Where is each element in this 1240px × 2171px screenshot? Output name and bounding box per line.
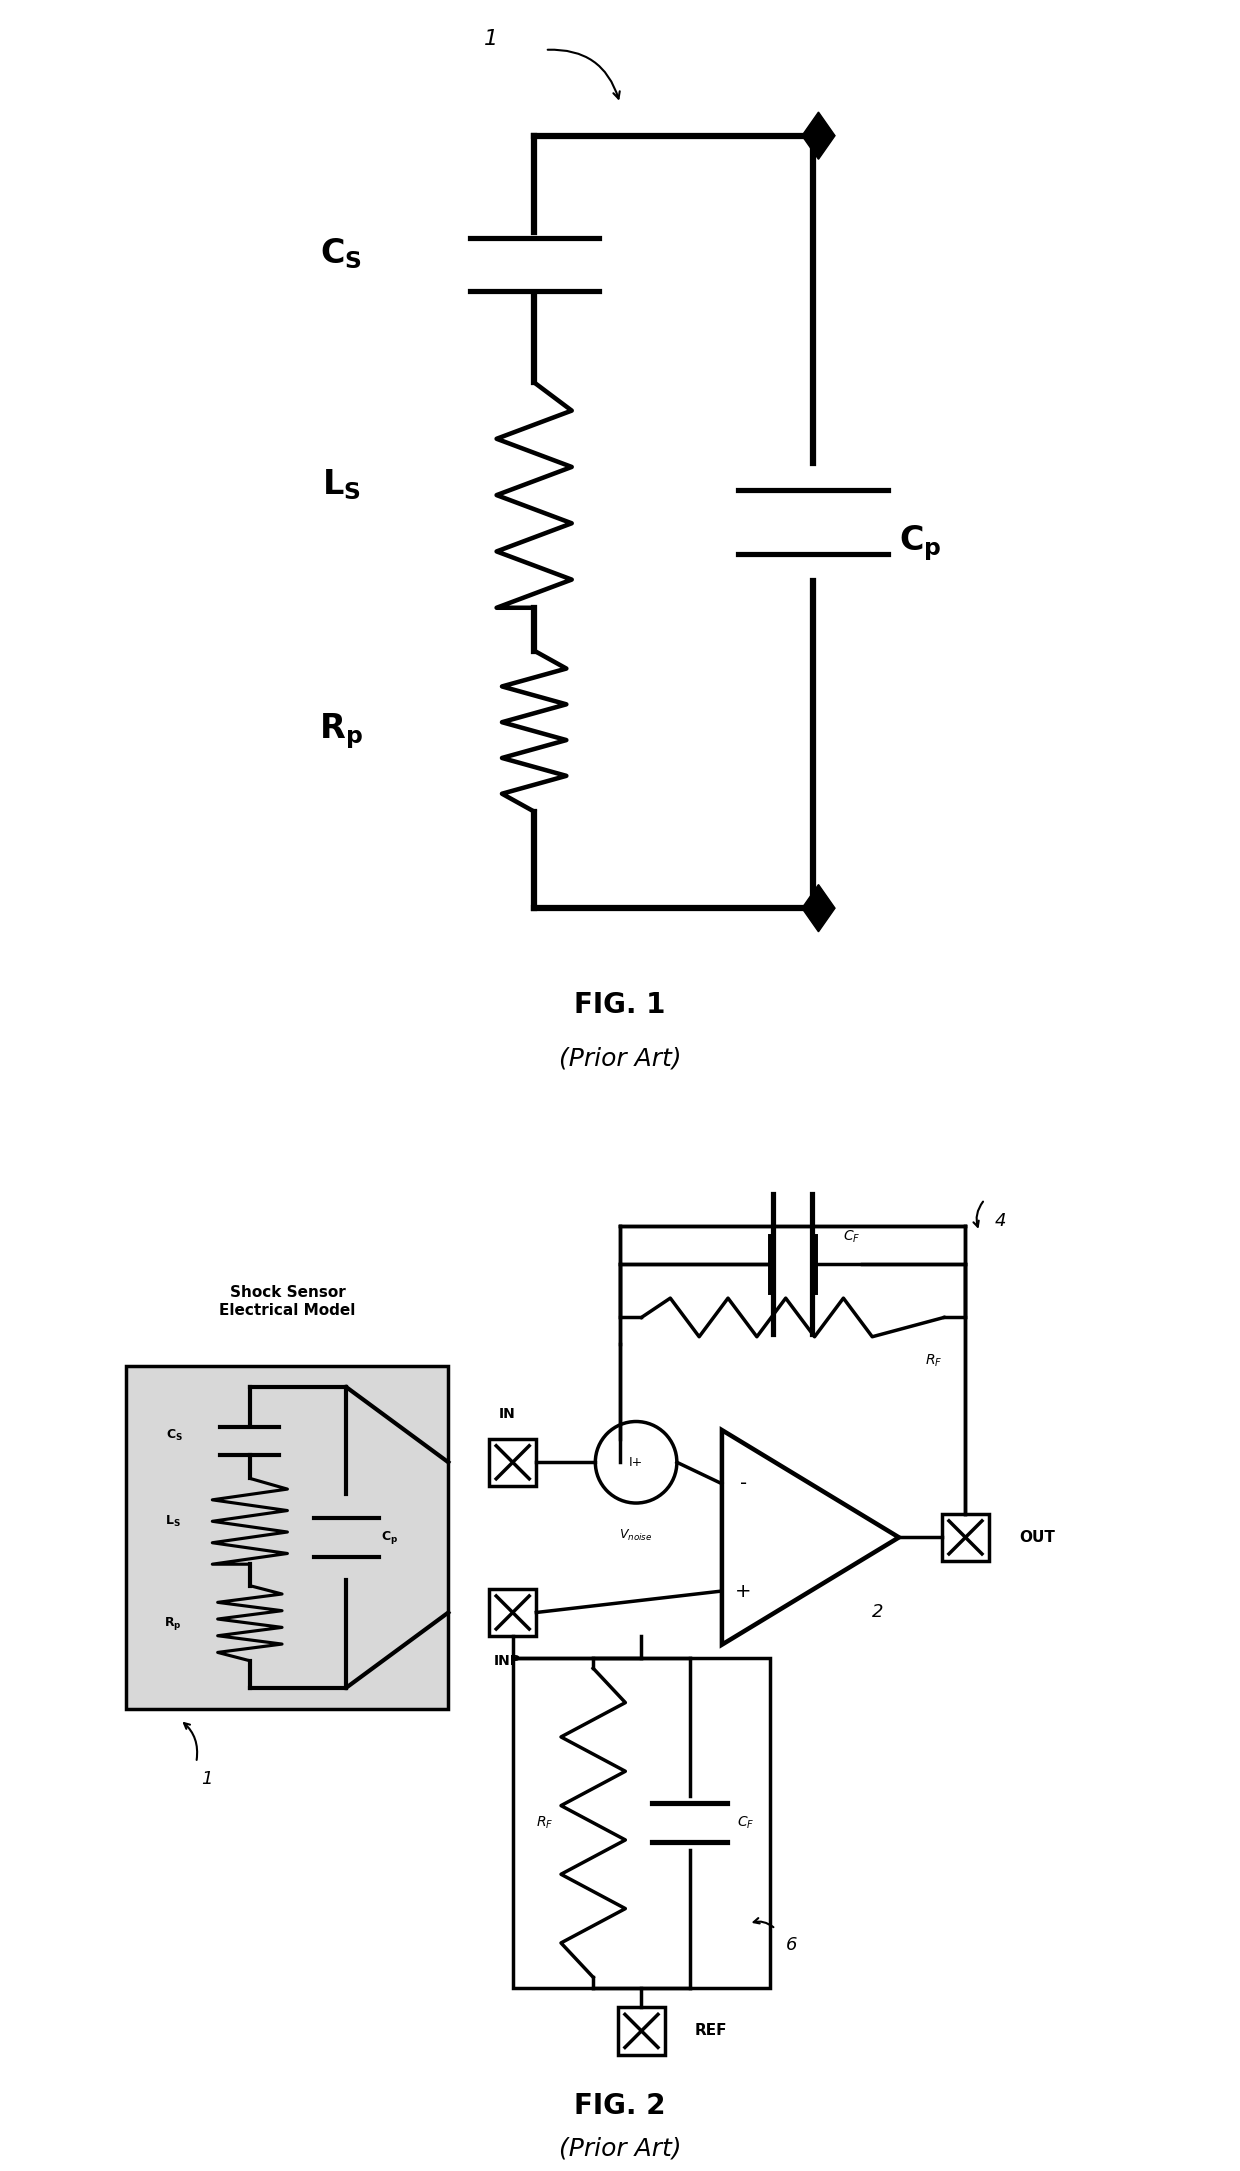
Text: $V_{noise}$: $V_{noise}$ — [619, 1528, 652, 1544]
Text: FIG. 2: FIG. 2 — [574, 2093, 666, 2121]
Polygon shape — [802, 884, 835, 931]
Bar — [942, 1513, 990, 1561]
Text: OUT: OUT — [1019, 1531, 1055, 1546]
Text: $\mathbf{L_S}$: $\mathbf{L_S}$ — [321, 467, 361, 502]
Text: INP: INP — [494, 1654, 521, 1667]
Bar — [618, 2008, 665, 2054]
Text: (Prior Art): (Prior Art) — [559, 2136, 681, 2160]
Text: FIG. 1: FIG. 1 — [574, 990, 666, 1018]
Text: I+: I+ — [629, 1457, 644, 1470]
Text: -: - — [740, 1474, 746, 1494]
Text: $\mathbf{C_p}$: $\mathbf{C_p}$ — [899, 523, 941, 562]
Bar — [489, 1439, 537, 1485]
Text: 6: 6 — [786, 1937, 797, 1954]
Bar — [489, 1589, 537, 1637]
Text: $\mathbf{C_S}$: $\mathbf{C_S}$ — [320, 237, 362, 271]
Bar — [512, 1656, 770, 1989]
Text: IN: IN — [498, 1407, 516, 1422]
Text: $C_F$: $C_F$ — [737, 1815, 754, 1830]
Text: $R_F$: $R_F$ — [536, 1815, 553, 1830]
FancyArrowPatch shape — [184, 1724, 197, 1761]
Text: 4: 4 — [996, 1211, 1007, 1231]
Text: $C_F$: $C_F$ — [843, 1229, 861, 1246]
Text: $\mathbf{R_p}$: $\mathbf{R_p}$ — [164, 1615, 181, 1633]
Text: (Prior Art): (Prior Art) — [559, 1046, 681, 1070]
Text: Shock Sensor
Electrical Model: Shock Sensor Electrical Model — [219, 1285, 356, 1318]
Text: $\mathbf{L_S}$: $\mathbf{L_S}$ — [165, 1513, 181, 1528]
FancyArrowPatch shape — [548, 50, 620, 98]
FancyArrowPatch shape — [754, 1917, 774, 1928]
Text: $\mathbf{C_S}$: $\mathbf{C_S}$ — [166, 1429, 184, 1444]
Text: 1: 1 — [484, 28, 498, 50]
Text: $\mathbf{R_p}$: $\mathbf{R_p}$ — [319, 712, 363, 751]
Text: REF: REF — [696, 2023, 728, 2039]
Polygon shape — [802, 113, 835, 158]
Text: 2: 2 — [872, 1604, 883, 1622]
Text: $R_F$: $R_F$ — [925, 1353, 942, 1368]
Text: $\mathbf{C_p}$: $\mathbf{C_p}$ — [381, 1528, 398, 1546]
Text: +: + — [735, 1580, 751, 1600]
Text: 1: 1 — [201, 1769, 213, 1787]
FancyArrowPatch shape — [973, 1201, 983, 1227]
FancyBboxPatch shape — [126, 1366, 449, 1709]
